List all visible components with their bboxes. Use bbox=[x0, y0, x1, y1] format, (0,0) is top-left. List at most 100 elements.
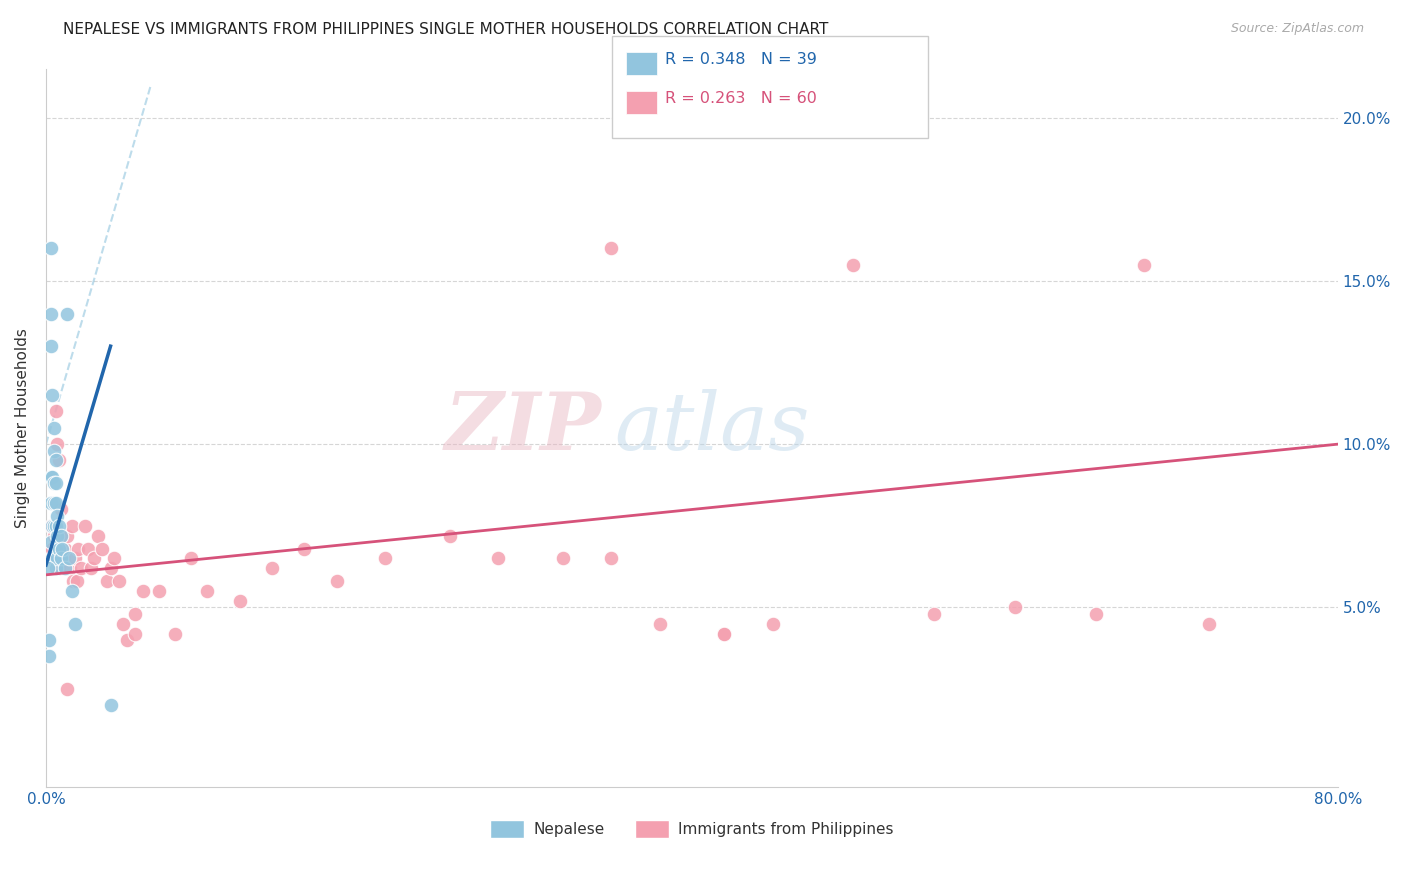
Point bbox=[42, 496, 65, 510]
Point bbox=[762, 616, 785, 631]
Point bbox=[48, 561, 70, 575]
Point bbox=[132, 584, 155, 599]
Point bbox=[48, 518, 70, 533]
Point bbox=[53, 541, 76, 556]
Point bbox=[45, 476, 67, 491]
Point bbox=[51, 528, 73, 542]
Point bbox=[648, 616, 671, 631]
Point bbox=[51, 541, 73, 556]
Point bbox=[45, 496, 67, 510]
Point bbox=[49, 551, 72, 566]
Text: R = 0.348   N = 39: R = 0.348 N = 39 bbox=[665, 52, 817, 67]
Point bbox=[56, 306, 79, 320]
Point bbox=[66, 574, 89, 589]
Point bbox=[63, 616, 86, 631]
Point bbox=[59, 561, 82, 575]
Point bbox=[39, 518, 62, 533]
Point bbox=[600, 551, 623, 566]
Point bbox=[100, 698, 122, 713]
Point bbox=[49, 502, 72, 516]
Point bbox=[551, 551, 574, 566]
Point bbox=[713, 626, 735, 640]
Text: Source: ZipAtlas.com: Source: ZipAtlas.com bbox=[1230, 22, 1364, 36]
Point bbox=[73, 518, 96, 533]
Point bbox=[115, 633, 138, 648]
Point bbox=[38, 649, 60, 664]
Point bbox=[83, 551, 105, 566]
Point bbox=[42, 476, 65, 491]
Point bbox=[46, 551, 69, 566]
Point bbox=[42, 443, 65, 458]
Point bbox=[180, 551, 202, 566]
Point bbox=[165, 626, 187, 640]
Point bbox=[63, 551, 86, 566]
Point bbox=[325, 574, 347, 589]
Point bbox=[112, 616, 135, 631]
Point bbox=[52, 551, 75, 566]
Point bbox=[103, 551, 125, 566]
Point bbox=[46, 528, 69, 542]
Text: R = 0.263   N = 60: R = 0.263 N = 60 bbox=[665, 91, 817, 106]
Point bbox=[229, 594, 252, 608]
Point bbox=[39, 339, 62, 353]
Point bbox=[96, 574, 118, 589]
Point bbox=[62, 574, 84, 589]
Point bbox=[100, 561, 122, 575]
Point bbox=[42, 518, 65, 533]
Text: atlas: atlas bbox=[614, 389, 810, 467]
Point bbox=[38, 633, 60, 648]
Point bbox=[41, 470, 63, 484]
Point bbox=[1198, 616, 1220, 631]
Text: NEPALESE VS IMMIGRANTS FROM PHILIPPINES SINGLE MOTHER HOUSEHOLDS CORRELATION CHA: NEPALESE VS IMMIGRANTS FROM PHILIPPINES … bbox=[63, 22, 828, 37]
Point bbox=[148, 584, 170, 599]
Point bbox=[439, 528, 461, 542]
Point bbox=[124, 607, 146, 621]
Point bbox=[124, 626, 146, 640]
Point bbox=[39, 241, 62, 255]
Point bbox=[41, 551, 63, 566]
Point bbox=[37, 561, 59, 575]
Point bbox=[77, 541, 100, 556]
Point bbox=[39, 535, 62, 549]
Point bbox=[48, 541, 70, 556]
Point bbox=[260, 561, 283, 575]
Point bbox=[58, 551, 80, 566]
Point bbox=[48, 453, 70, 467]
Point bbox=[107, 574, 129, 589]
Legend: Nepalese, Immigrants from Philippines: Nepalese, Immigrants from Philippines bbox=[484, 814, 900, 844]
Point bbox=[42, 421, 65, 435]
Point bbox=[41, 541, 63, 556]
Point bbox=[49, 528, 72, 542]
Point bbox=[67, 541, 90, 556]
Y-axis label: Single Mother Households: Single Mother Households bbox=[15, 328, 30, 528]
Point bbox=[45, 453, 67, 467]
Point bbox=[922, 607, 945, 621]
Point bbox=[842, 258, 865, 272]
Point bbox=[56, 528, 79, 542]
Point bbox=[45, 404, 67, 418]
Point bbox=[1004, 600, 1026, 615]
Point bbox=[56, 682, 79, 697]
Point bbox=[486, 551, 509, 566]
Point bbox=[41, 518, 63, 533]
Point bbox=[713, 626, 735, 640]
Point bbox=[46, 437, 69, 451]
Point bbox=[600, 241, 623, 255]
Point bbox=[45, 551, 67, 566]
Point bbox=[42, 551, 65, 566]
Point bbox=[60, 518, 83, 533]
Point bbox=[42, 528, 65, 542]
Point bbox=[1133, 258, 1156, 272]
Point bbox=[1084, 607, 1107, 621]
Point bbox=[45, 518, 67, 533]
Point bbox=[46, 509, 69, 524]
Point bbox=[45, 541, 67, 556]
Point bbox=[374, 551, 396, 566]
Point bbox=[53, 561, 76, 575]
Point bbox=[80, 561, 103, 575]
Point bbox=[70, 561, 93, 575]
Point bbox=[86, 528, 108, 542]
Point bbox=[39, 496, 62, 510]
Point bbox=[60, 584, 83, 599]
Text: ZIP: ZIP bbox=[444, 389, 602, 467]
